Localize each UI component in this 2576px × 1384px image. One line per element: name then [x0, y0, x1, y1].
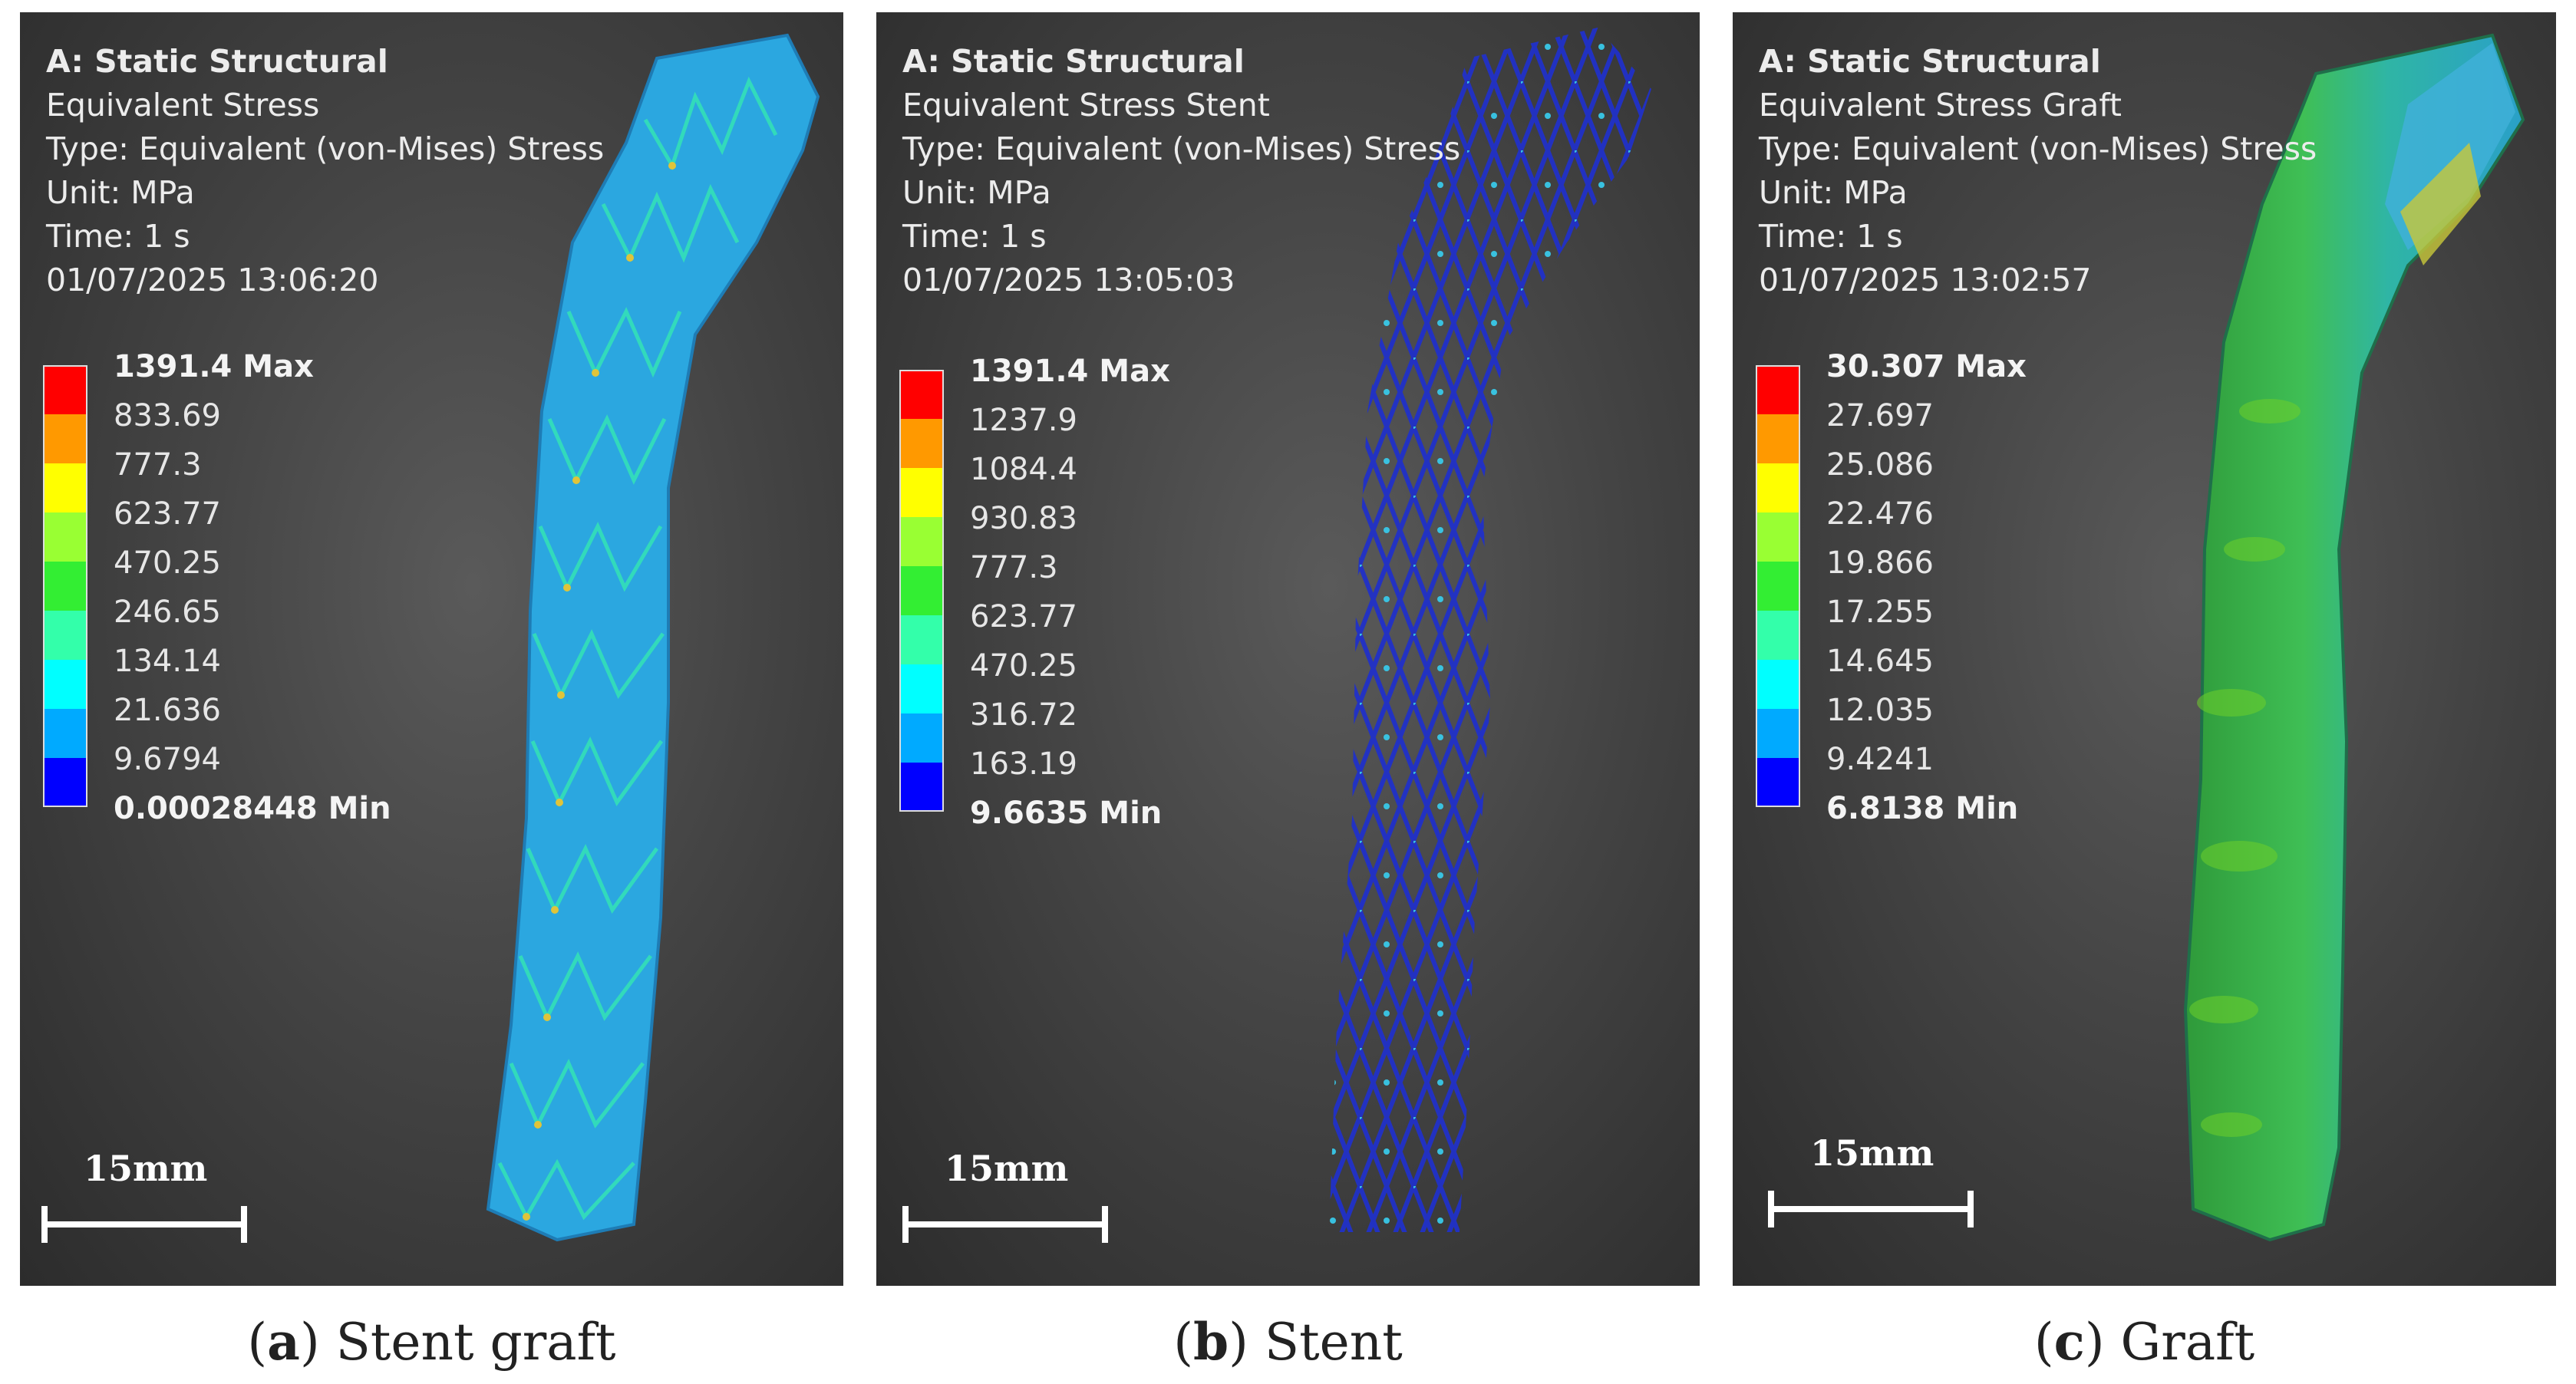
- result-name: Equivalent Stress Stent: [902, 87, 1270, 124]
- legend-value-label: 9.4241: [1826, 742, 1934, 777]
- legend-color-band: [43, 463, 87, 512]
- legend-color-band: [1756, 512, 1800, 562]
- legend-color-band: [899, 468, 944, 517]
- legend-value-label: 316.72: [970, 697, 1077, 733]
- result-time: Time: 1 s: [902, 218, 1047, 255]
- legend-color-band: [1756, 611, 1800, 660]
- legend-color-band: [43, 660, 87, 709]
- scale-bar-label: 15mm: [1810, 1132, 1934, 1174]
- legend-color-band: [43, 758, 87, 807]
- legend-color-band: [899, 370, 944, 419]
- result-info: A: Static Structural Equivalent Stress S…: [902, 40, 1460, 302]
- legend-color-band: [899, 664, 944, 713]
- legend-value-label: 470.25: [970, 648, 1077, 684]
- legend-value-label: 163.19: [970, 746, 1077, 782]
- result-time: Time: 1 s: [46, 218, 190, 255]
- legend-color-band: [43, 611, 87, 660]
- caption-letter: c: [2053, 1312, 2085, 1372]
- legend-value-label: 623.77: [970, 599, 1077, 634]
- legend-color-band: [1756, 562, 1800, 611]
- legend-value-label: 9.6635 Min: [970, 796, 1163, 831]
- legend-value-label: 12.035: [1826, 693, 1934, 728]
- legend-value-label: 17.255: [1826, 595, 1934, 630]
- legend-color-band: [43, 512, 87, 562]
- legend-color-band: [1756, 365, 1800, 414]
- legend-color-band: [1756, 709, 1800, 758]
- legend-value-label: 1391.4 Max: [114, 349, 314, 384]
- legend-value-label: 1237.9: [970, 403, 1077, 438]
- result-timestamp: 01/07/2025 13:05:03: [902, 262, 1235, 298]
- legend-color-band: [43, 709, 87, 758]
- legend-value-label: 9.6794: [114, 742, 221, 777]
- legend-value-label: 777.3: [114, 447, 202, 483]
- caption-text: Stent: [1248, 1313, 1403, 1372]
- legend-color-band: [43, 414, 87, 463]
- analysis-title: A: Static Structural: [46, 43, 388, 80]
- legend-color-band: [43, 365, 87, 414]
- legend-value-label: 30.307 Max: [1826, 349, 2027, 384]
- legend-value-label: 14.645: [1826, 644, 1934, 679]
- result-name: Equivalent Stress Graft: [1759, 87, 2122, 124]
- legend-value-label: 623.77: [114, 496, 221, 532]
- analysis-title: A: Static Structural: [902, 43, 1245, 80]
- result-unit: Unit: MPa: [1759, 174, 1908, 211]
- legend-color-band: [899, 419, 944, 468]
- viewport-stent-graft[interactable]: A: Static Structural Equivalent Stress T…: [20, 12, 843, 1286]
- legend-value-label: 6.8138 Min: [1826, 791, 2019, 826]
- scale-bar-label: 15mm: [84, 1148, 208, 1189]
- result-timestamp: 01/07/2025 13:06:20: [46, 262, 379, 298]
- scale-bar-icon: [902, 1206, 1108, 1243]
- result-type: Type: Equivalent (von-Mises) Stress: [1759, 130, 2317, 167]
- legend-color-band: [899, 615, 944, 664]
- stent-wire-model-icon: [1329, 28, 1651, 1232]
- legend-value-label: 25.086: [1826, 447, 1934, 483]
- caption-letter: a: [267, 1312, 300, 1372]
- legend-value-label: 470.25: [114, 545, 221, 581]
- legend-color-band: [1756, 463, 1800, 512]
- caption-stent: (b) Stent: [1173, 1312, 1403, 1372]
- result-name: Equivalent Stress: [46, 87, 320, 124]
- result-unit: Unit: MPa: [902, 174, 1051, 211]
- stent-graft-model-icon: [486, 33, 820, 1242]
- scale-bar-label: 15mm: [945, 1148, 1069, 1189]
- viewport-stent[interactable]: A: Static Structural Equivalent Stress S…: [876, 12, 1700, 1286]
- result-info: A: Static Structural Equivalent Stress T…: [46, 40, 604, 302]
- legend-color-band: [899, 566, 944, 615]
- legend-value-label: 1391.4 Max: [970, 354, 1170, 389]
- legend-value-label: 777.3: [970, 550, 1058, 585]
- legend-color-band: [899, 713, 944, 763]
- scale-bar-icon: [41, 1206, 247, 1243]
- caption-letter: b: [1193, 1312, 1229, 1372]
- caption-text: Graft: [2104, 1313, 2255, 1372]
- caption-stent-graft: (a) Stent graft: [247, 1312, 616, 1372]
- result-type: Type: Equivalent (von-Mises) Stress: [46, 130, 605, 167]
- legend-value-label: 0.00028448 Min: [114, 791, 391, 826]
- legend-color-band: [899, 517, 944, 566]
- legend-value-label: 134.14: [114, 644, 221, 679]
- result-info: A: Static Structural Equivalent Stress G…: [1759, 40, 2317, 302]
- viewport-graft[interactable]: A: Static Structural Equivalent Stress G…: [1733, 12, 2556, 1286]
- legend-value-label: 930.83: [970, 501, 1077, 536]
- legend-color-band: [43, 562, 87, 611]
- caption-graft: (c) Graft: [2033, 1312, 2255, 1372]
- legend-value-label: 19.866: [1826, 545, 1934, 581]
- legend-color-band: [1756, 660, 1800, 709]
- result-type: Type: Equivalent (von-Mises) Stress: [902, 130, 1461, 167]
- result-unit: Unit: MPa: [46, 174, 195, 211]
- legend-value-label: 22.476: [1826, 496, 1934, 532]
- legend-color-band: [899, 763, 944, 812]
- legend-value-label: 246.65: [114, 595, 221, 630]
- result-time: Time: 1 s: [1759, 218, 1903, 255]
- result-timestamp: 01/07/2025 13:02:57: [1759, 262, 2092, 298]
- graft-model-icon: [2183, 33, 2525, 1242]
- legend-value-label: 27.697: [1826, 398, 1934, 433]
- legend-value-label: 1084.4: [970, 452, 1077, 487]
- analysis-title: A: Static Structural: [1759, 43, 2101, 80]
- legend-value-label: 21.636: [114, 693, 221, 728]
- scale-bar-icon: [1768, 1191, 1974, 1227]
- legend-color-band: [1756, 414, 1800, 463]
- caption-text: Stent graft: [319, 1313, 616, 1372]
- legend-color-band: [1756, 758, 1800, 807]
- legend-value-label: 833.69: [114, 398, 221, 433]
